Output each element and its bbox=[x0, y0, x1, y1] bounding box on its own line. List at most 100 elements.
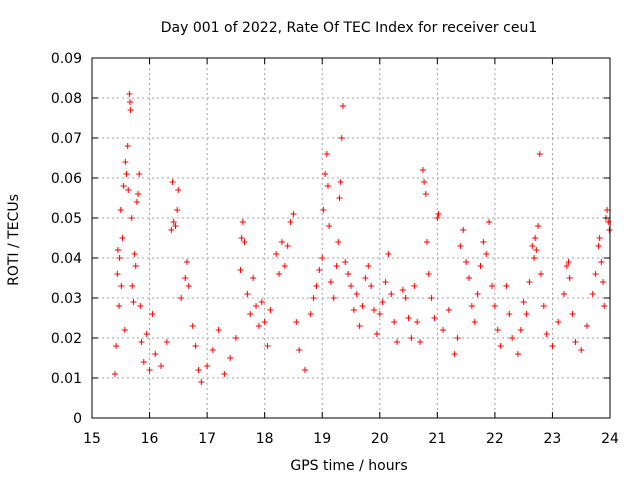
data-point bbox=[320, 207, 327, 213]
data-point bbox=[350, 307, 357, 313]
data-point bbox=[324, 183, 331, 189]
data-point bbox=[120, 183, 127, 189]
y-tick-label: 0.03 bbox=[51, 291, 82, 307]
data-point bbox=[342, 259, 349, 265]
data-point bbox=[143, 331, 150, 337]
data-point bbox=[114, 247, 121, 253]
x-tick-label: 24 bbox=[601, 431, 619, 447]
data-point bbox=[491, 303, 498, 309]
data-point bbox=[399, 287, 406, 293]
y-tick-label: 0.02 bbox=[51, 331, 82, 347]
data-point bbox=[592, 271, 599, 277]
y-tick-label: 0 bbox=[73, 411, 82, 427]
data-point bbox=[140, 359, 147, 365]
data-point bbox=[267, 307, 274, 313]
data-point bbox=[555, 319, 562, 325]
data-point bbox=[195, 367, 202, 373]
data-point bbox=[241, 239, 248, 245]
data-point bbox=[560, 291, 567, 297]
y-axis-title: ROTI / TECUs bbox=[6, 194, 22, 286]
data-point bbox=[606, 227, 613, 233]
data-point bbox=[169, 179, 176, 185]
data-point bbox=[517, 327, 524, 333]
data-point bbox=[526, 279, 533, 285]
plot-frame bbox=[91, 57, 611, 419]
data-point bbox=[227, 355, 234, 361]
data-point bbox=[474, 291, 481, 297]
data-point bbox=[232, 335, 239, 341]
data-point bbox=[362, 275, 369, 281]
data-point bbox=[281, 263, 288, 269]
data-point bbox=[138, 339, 145, 345]
data-point bbox=[132, 263, 139, 269]
data-point bbox=[468, 303, 475, 309]
y-tick-label: 0.07 bbox=[51, 131, 82, 147]
data-point bbox=[514, 351, 521, 357]
data-point bbox=[373, 331, 380, 337]
data-point bbox=[172, 223, 179, 229]
data-point bbox=[376, 311, 383, 317]
data-point bbox=[326, 223, 333, 229]
data-point bbox=[566, 275, 573, 281]
data-point bbox=[113, 343, 120, 349]
data-point bbox=[365, 263, 372, 269]
data-point bbox=[174, 207, 181, 213]
data-point bbox=[596, 235, 603, 241]
data-point bbox=[368, 283, 375, 289]
data-point bbox=[209, 347, 216, 353]
data-point bbox=[408, 335, 415, 341]
data-point bbox=[598, 259, 605, 265]
data-point bbox=[533, 247, 540, 253]
data-point bbox=[549, 343, 556, 349]
data-point bbox=[356, 323, 363, 329]
data-point bbox=[319, 255, 326, 261]
data-point bbox=[152, 351, 159, 357]
data-point bbox=[520, 299, 527, 305]
data-point bbox=[276, 271, 283, 277]
data-point bbox=[540, 303, 547, 309]
data-point bbox=[535, 223, 542, 229]
chart-title: Day 001 of 2022, Rate Of TEC Index for r… bbox=[161, 20, 537, 36]
data-point bbox=[122, 159, 129, 165]
data-point bbox=[185, 283, 192, 289]
data-point bbox=[503, 283, 510, 289]
data-point bbox=[529, 243, 536, 249]
data-point bbox=[569, 311, 576, 317]
data-point bbox=[278, 239, 285, 245]
data-point bbox=[572, 339, 579, 345]
data-point bbox=[531, 255, 538, 261]
data-point bbox=[414, 319, 421, 325]
data-point bbox=[129, 283, 136, 289]
data-point bbox=[264, 343, 271, 349]
data-point bbox=[338, 135, 345, 141]
data-point bbox=[168, 227, 175, 233]
data-point bbox=[192, 343, 199, 349]
data-point bbox=[434, 215, 441, 221]
data-point bbox=[130, 299, 137, 305]
data-point bbox=[287, 219, 294, 225]
data-point bbox=[244, 291, 251, 297]
data-point bbox=[335, 239, 342, 245]
y-tick-label: 0.09 bbox=[51, 51, 82, 67]
data-point bbox=[385, 251, 392, 257]
data-point bbox=[421, 179, 428, 185]
data-point bbox=[337, 179, 344, 185]
x-tick-label: 21 bbox=[428, 431, 446, 447]
data-point bbox=[336, 195, 343, 201]
data-point bbox=[537, 271, 544, 277]
x-tick-label: 23 bbox=[544, 431, 562, 447]
data-point bbox=[423, 239, 430, 245]
data-point bbox=[121, 327, 128, 333]
data-point bbox=[322, 171, 329, 177]
data-point bbox=[137, 303, 144, 309]
data-point bbox=[310, 295, 317, 301]
data-point bbox=[125, 187, 132, 193]
data-point bbox=[118, 283, 125, 289]
x-tick-label: 19 bbox=[313, 431, 331, 447]
y-tick-label: 0.04 bbox=[51, 251, 82, 267]
y-tick-label: 0.01 bbox=[51, 371, 82, 387]
data-point bbox=[189, 323, 196, 329]
data-point bbox=[126, 99, 133, 105]
data-point bbox=[477, 263, 484, 269]
